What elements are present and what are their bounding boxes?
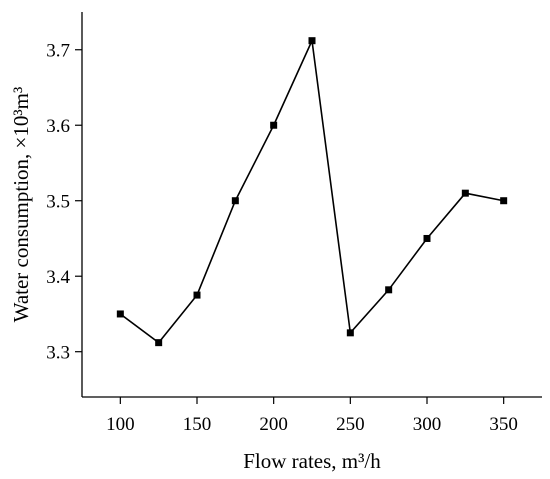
data-point: [385, 286, 393, 294]
y-tick-label: 3.7: [46, 41, 70, 62]
y-ticks: 3.3 3.4 3.5 3.6 3.7: [46, 41, 82, 364]
x-tick-label: 250: [336, 414, 365, 435]
x-tick-label: 150: [183, 414, 212, 435]
x-tick-label: 350: [489, 414, 518, 435]
y-tick-label: 3.4: [46, 267, 70, 288]
x-tick-label: 300: [413, 414, 442, 435]
x-tick-label: 200: [259, 414, 288, 435]
data-point: [461, 189, 469, 197]
data-point: [116, 310, 124, 318]
y-tick-label: 3.5: [46, 192, 70, 213]
data-point: [231, 197, 239, 205]
x-axis-title: Flow rates, m³/h: [243, 449, 381, 473]
data-point: [308, 37, 316, 45]
series-line: [119, 37, 504, 344]
y-tick-label: 3.3: [46, 343, 70, 364]
data-point: [193, 291, 201, 299]
data-point: [270, 121, 278, 129]
data-point: [500, 197, 508, 205]
data-point: [155, 339, 163, 347]
x-tick-label: 100: [106, 414, 135, 435]
y-axis-title: Water consumption, ×10³m³: [9, 87, 33, 323]
data-point: [346, 329, 354, 337]
x-ticks: 100 150 200 250 300 350: [106, 397, 518, 435]
axes: [81, 12, 542, 398]
y-tick-label: 3.6: [46, 116, 70, 137]
series-layer: [116, 37, 508, 347]
data-point: [423, 234, 431, 242]
